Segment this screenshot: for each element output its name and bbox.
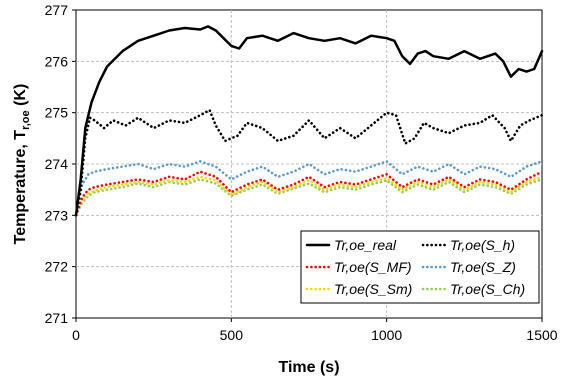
axis-layer: 271 272 273 274 275 276 277 0 500 1000 1500 <box>45 2 558 343</box>
series-line-tr-oe-s-ch- <box>74 178 544 217</box>
x-tick-label: 0 <box>72 327 80 343</box>
series-line-tr-oe-s-sm- <box>74 175 544 217</box>
series-line-tr-oe-s-h- <box>74 108 544 217</box>
y-axis-title-subscript: r,oe <box>20 110 32 130</box>
x-tick-label: 500 <box>220 327 244 343</box>
legend: Tr,oe_real Tr,oe(S_h) Tr,oe(S_MF) Tr,oe(S_Z… <box>300 230 540 304</box>
series-layer <box>74 25 544 217</box>
x-tick-label: 1000 <box>371 327 402 343</box>
series-line-tr-oe-s-mf- <box>74 170 544 217</box>
legend-box <box>300 230 540 304</box>
legend-label: Tr,oe(S_Sm) <box>334 281 412 297</box>
y-tick-label: 272 <box>45 259 69 275</box>
legend-label: Tr,oe(S_Ch) <box>450 281 525 297</box>
legend-label: Tr,oe(S_Z) <box>450 259 516 275</box>
legend-label: Tr,oe(S_h) <box>450 237 515 253</box>
series-line-tr-oe-real <box>74 25 544 217</box>
legend-label: Tr,oe(S_MF) <box>334 259 412 275</box>
y-tick-label: 274 <box>45 156 69 172</box>
y-tick-label: 275 <box>45 105 69 121</box>
y-tick-label: 276 <box>45 53 69 69</box>
y-axis-title-unit: (K) <box>12 84 29 111</box>
x-axis-title: Time (s) <box>278 359 339 376</box>
y-tick-label: 273 <box>45 207 69 223</box>
x-tick-label: 1500 <box>526 327 557 343</box>
y-axis-title-main: Temperature, T <box>12 130 29 245</box>
y-tick-label: 277 <box>45 2 69 18</box>
y-tick-label: 271 <box>45 310 69 326</box>
legend-label: Tr,oe_real <box>334 237 397 253</box>
y-axis-title: Temperature, Tr,oe (K) <box>12 84 32 245</box>
